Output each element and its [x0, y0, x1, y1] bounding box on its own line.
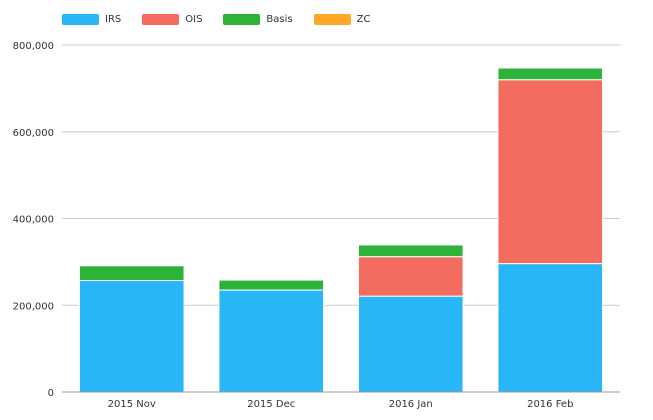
legend-label-zc: ZC	[356, 13, 371, 25]
y-tick-label: 400,000	[13, 215, 54, 226]
legend-swatch-ois	[142, 13, 180, 25]
bar-segment-ois	[497, 79, 604, 265]
legend-swatch-zc	[313, 13, 351, 25]
y-tick-label: 200,000	[13, 301, 54, 312]
legend-item-ois[interactable]: OIS	[142, 13, 203, 25]
legend-swatch-basis	[223, 13, 261, 25]
x-tick-label: 2016 Jan	[389, 399, 433, 410]
bar-segment-ois	[357, 256, 464, 297]
legend-item-irs[interactable]: IRS	[62, 13, 122, 25]
legend-label-irs: IRS	[105, 13, 122, 25]
x-tick-label: 2015 Nov	[108, 399, 156, 410]
y-tick-label: 800,000	[13, 41, 54, 52]
legend-label-basis: Basis	[266, 13, 293, 25]
bar-segment-basis	[497, 67, 604, 81]
bar-segment-basis	[78, 265, 185, 282]
bar-segment-irs	[78, 280, 185, 393]
x-tick-label: 2015 Dec	[247, 399, 295, 410]
bar-segment-basis	[357, 244, 464, 258]
legend-swatch-irs	[62, 13, 99, 25]
legend-item-basis[interactable]: Basis	[223, 13, 293, 25]
bar-segment-basis	[218, 279, 325, 291]
y-tick-label: 600,000	[13, 128, 54, 139]
legend-item-zc[interactable]: ZC	[313, 13, 371, 25]
bar-segment-irs	[357, 295, 464, 393]
y-tick-label: 0	[48, 388, 54, 399]
x-tick-label: 2016 Feb	[527, 399, 573, 410]
legend: IRS OIS Basis ZC	[62, 11, 391, 27]
legend-label-ois: OIS	[185, 13, 203, 25]
bar-segment-irs	[218, 289, 325, 393]
bar-segment-irs	[497, 263, 604, 393]
